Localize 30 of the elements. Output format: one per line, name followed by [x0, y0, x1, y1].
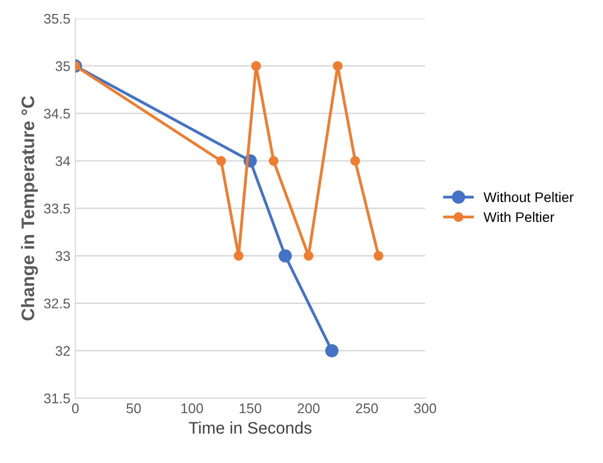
- x-tick-label: 50: [126, 403, 141, 414]
- point: [234, 250, 244, 261]
- x-tick-label: 200: [298, 403, 320, 414]
- point: [304, 250, 314, 261]
- x-tick-label: 150: [240, 403, 262, 414]
- point: [350, 156, 360, 166]
- y-tick-label: 32: [56, 346, 70, 356]
- x-axis-title: Time in Seconds: [188, 422, 312, 434]
- x-tick-label: 250: [356, 403, 378, 414]
- y-tick-label: 34: [56, 156, 70, 166]
- x-tick-label: 0: [72, 403, 79, 414]
- y-tick-label: 34.5: [44, 108, 70, 119]
- y-tick-label: 31.5: [44, 394, 70, 404]
- y-tick-label: 33.5: [44, 204, 70, 214]
- y-tick-label: 35.5: [44, 14, 70, 24]
- point: [278, 249, 292, 262]
- point: [374, 250, 384, 261]
- x-tick-label: 300: [414, 403, 436, 414]
- x-tick-label: 100: [181, 403, 203, 414]
- y-tick-label: 35: [56, 61, 70, 72]
- point: [332, 61, 343, 71]
- point: [268, 156, 278, 166]
- y-tick-label: 33: [56, 251, 70, 261]
- legend-label: Without Peltier: [484, 192, 574, 202]
- legend-label: With Peltier: [484, 212, 554, 222]
- y-tick-label: 32.5: [44, 298, 70, 308]
- point: [251, 61, 261, 71]
- y-axis-title: Change in Temperature °C: [21, 96, 38, 320]
- point: [216, 156, 226, 166]
- point: [325, 344, 338, 358]
